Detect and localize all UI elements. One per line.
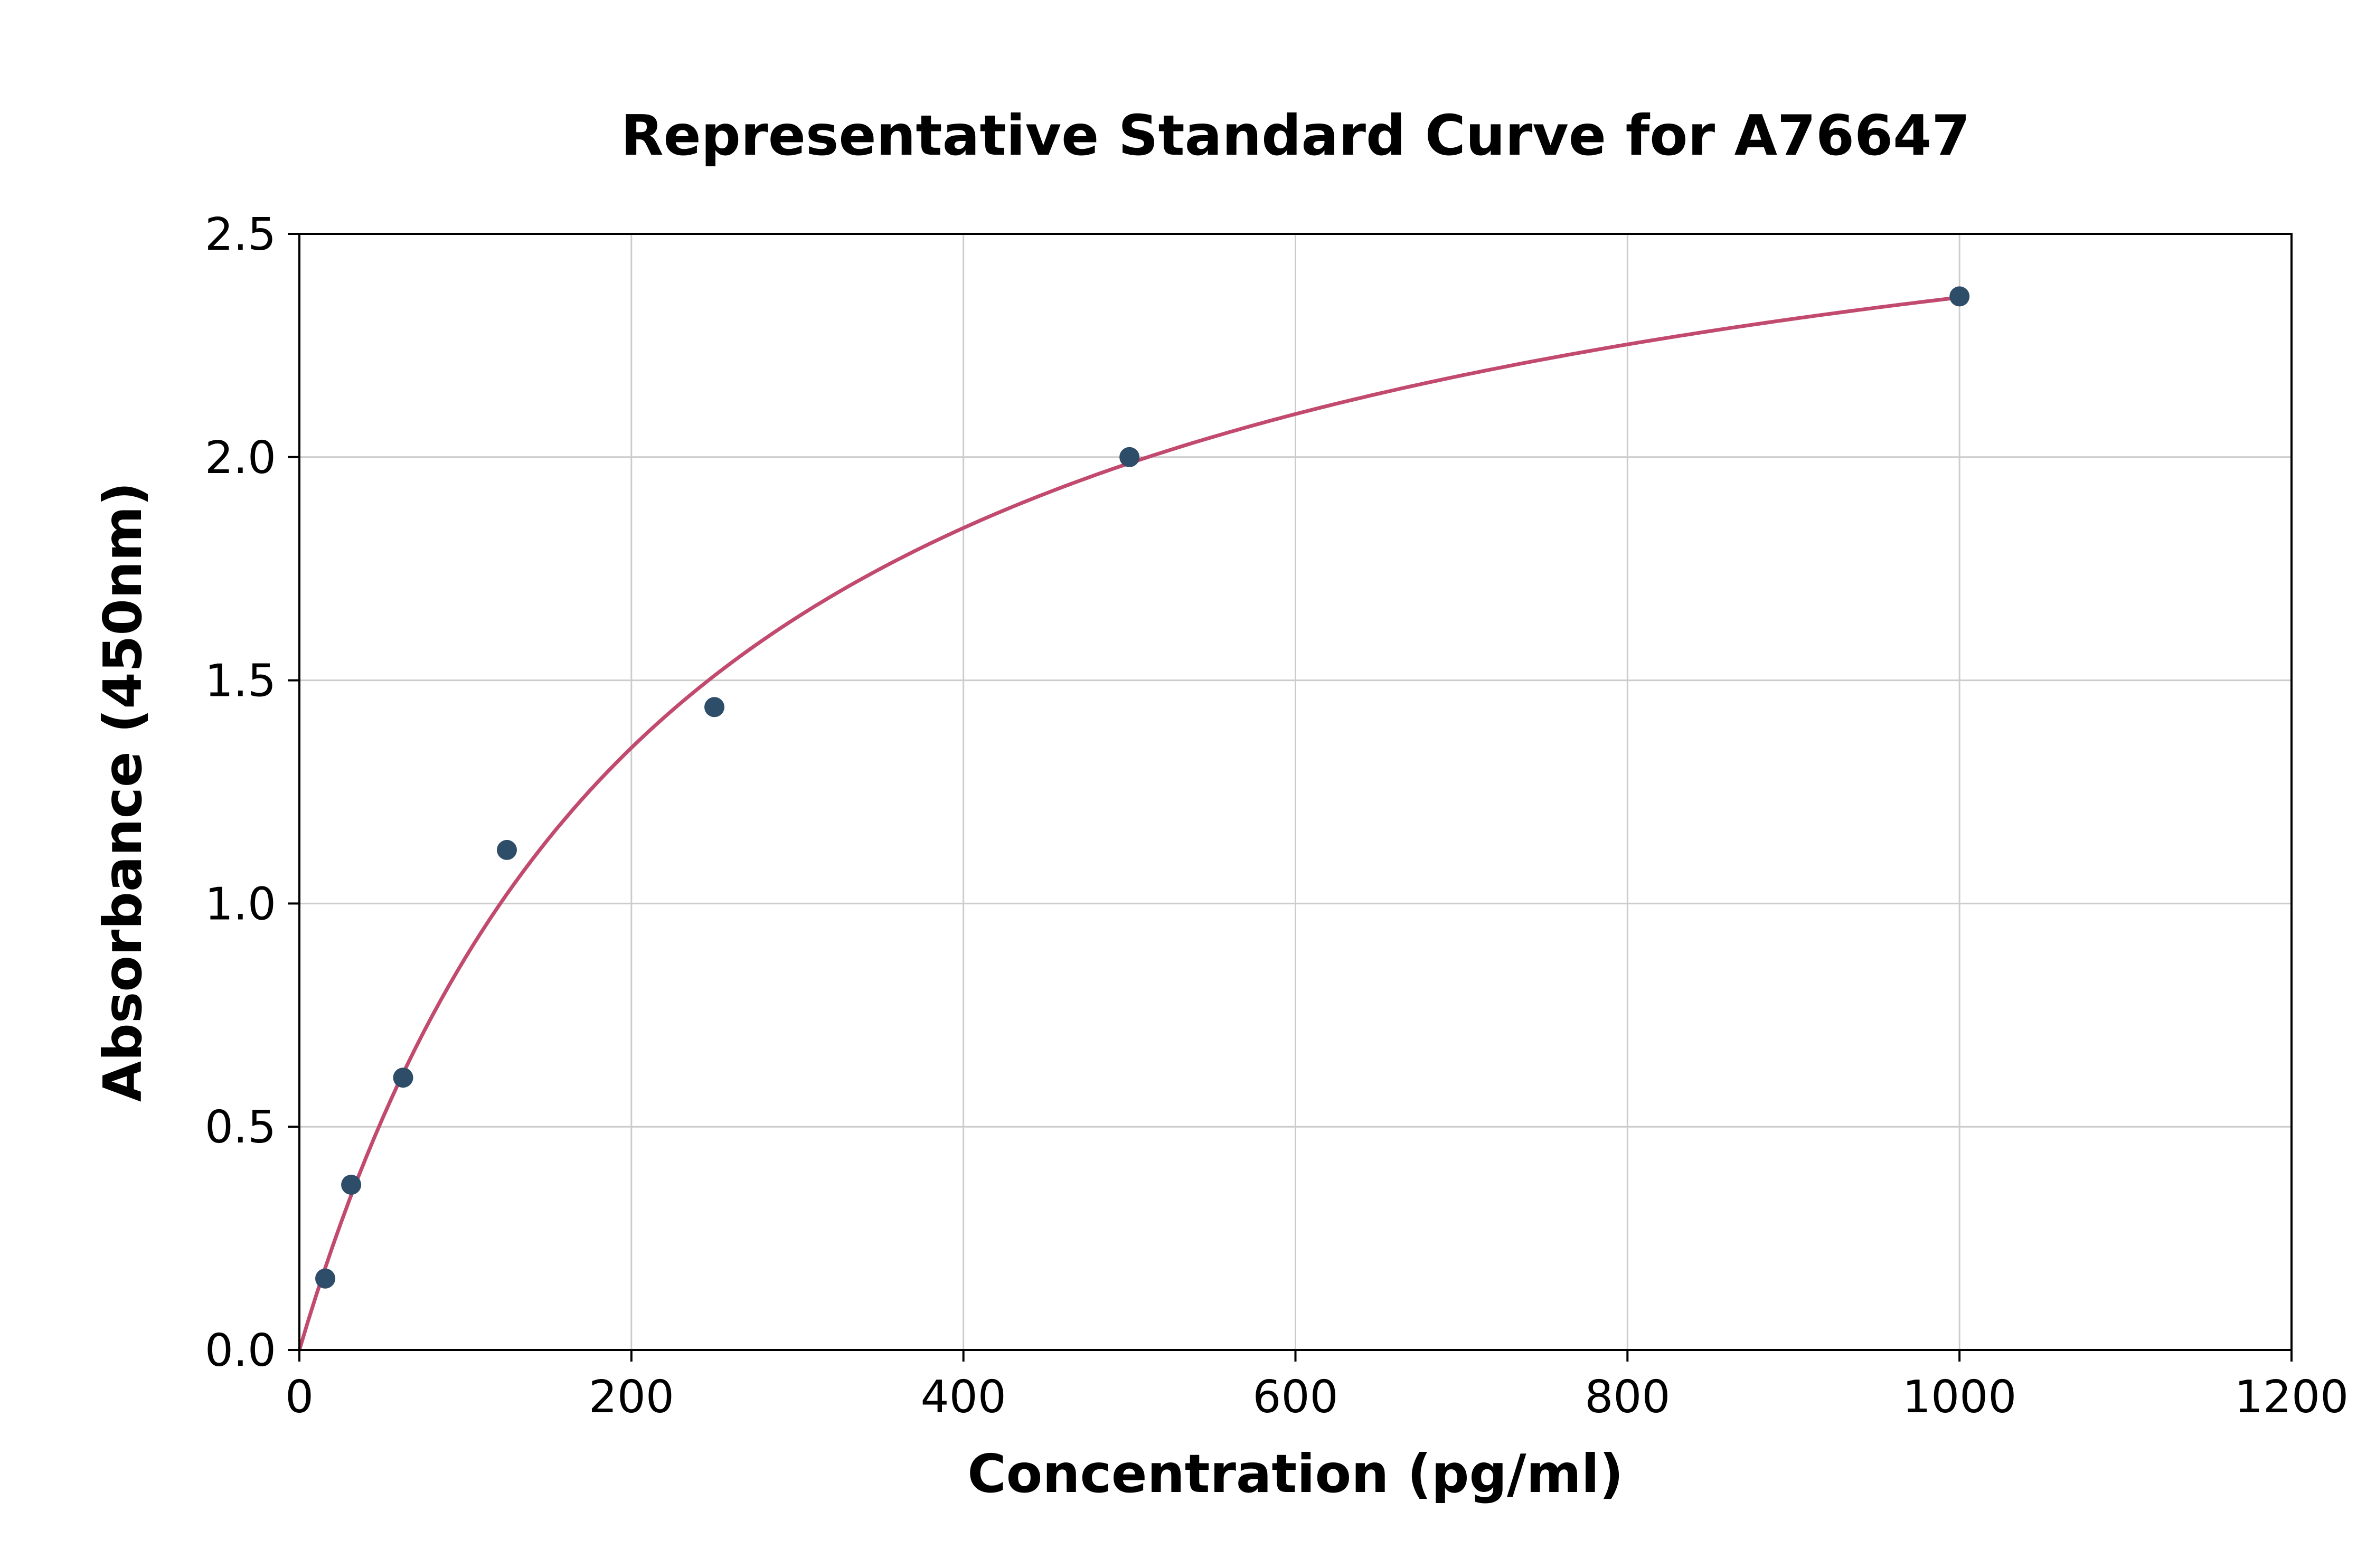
data-points	[315, 286, 1970, 1289]
tick-labels: 0 200 400 600 800 1000 1200 0.0 0.5 1.0 1.5 2.0 2.5	[205, 209, 2349, 1423]
x-tick-label: 400	[921, 1371, 1006, 1423]
x-tick-label: 200	[589, 1371, 674, 1423]
data-point	[497, 839, 517, 860]
y-tick-label: 1.5	[205, 655, 276, 707]
data-point	[1119, 447, 1140, 467]
data-point	[1949, 286, 1970, 307]
x-tick-label: 800	[1585, 1371, 1670, 1423]
data-point	[341, 1175, 362, 1195]
grid-lines	[298, 233, 2293, 1351]
chart-title: Representative Standard Curve for A76647	[620, 103, 1970, 168]
y-tick-label: 0.0	[205, 1325, 276, 1377]
data-point	[704, 697, 724, 717]
x-tick-label: 0	[285, 1371, 314, 1423]
x-tick-label: 1000	[1902, 1371, 2016, 1423]
axis-ticks	[288, 233, 2293, 1362]
data-point	[315, 1268, 335, 1289]
y-tick-label: 1.0	[205, 878, 276, 930]
y-tick-label: 2.5	[205, 209, 276, 261]
y-tick-label: 2.0	[205, 432, 276, 484]
y-tick-label: 0.5	[205, 1101, 276, 1154]
x-tick-label: 600	[1252, 1371, 1338, 1423]
x-tick-label: 1200	[2234, 1371, 2349, 1423]
x-axis-label: Concentration (pg/ml)	[967, 1443, 1624, 1505]
data-point	[393, 1068, 413, 1088]
